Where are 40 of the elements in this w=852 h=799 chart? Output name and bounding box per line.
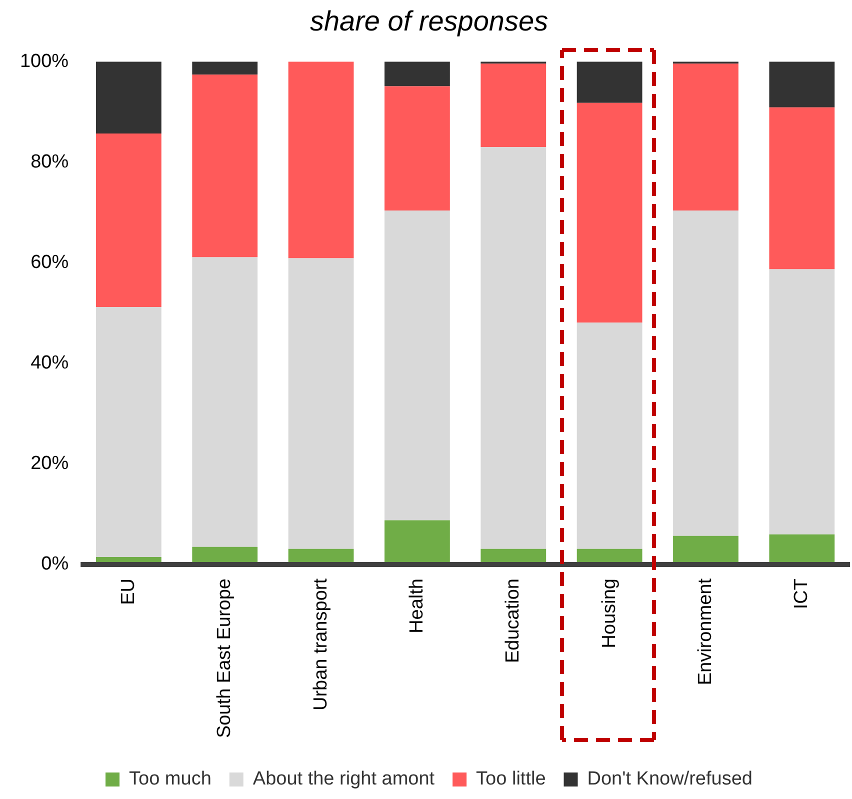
x-tick-label: EU: [118, 578, 139, 605]
bar: [288, 62, 354, 258]
x-tick-label: ICT: [791, 578, 812, 610]
bar: [384, 86, 450, 210]
y-tick-label: 100%: [20, 50, 69, 72]
bar: [576, 322, 642, 549]
bar: [96, 62, 162, 134]
legend-label: Don't Know/refused: [587, 768, 752, 790]
x-tick-label: Housing: [598, 578, 620, 648]
x-tick-label: Environment: [694, 578, 716, 686]
bar: [288, 258, 354, 549]
y-tick-label: 60%: [30, 252, 69, 273]
bar: [480, 64, 546, 148]
y-tick-label: 80%: [30, 151, 69, 172]
x-tick-label: Education: [502, 578, 524, 664]
bar: [96, 134, 162, 308]
bar: [673, 210, 738, 536]
legend-label: Too little: [476, 768, 546, 790]
bar: [192, 257, 258, 547]
y-tick-label: 0%: [41, 554, 69, 575]
y-tick-label: 40%: [30, 352, 69, 374]
bar: [96, 307, 162, 557]
bar: [576, 62, 642, 103]
bar: [480, 147, 546, 549]
bar: [769, 107, 835, 270]
bar: [384, 210, 450, 520]
bar: [192, 62, 258, 75]
bar: [576, 102, 642, 323]
x-tick-label: Urban transport: [310, 578, 332, 711]
y-tick-label: 20%: [30, 453, 69, 474]
bar: [384, 62, 450, 86]
bar: [769, 62, 835, 108]
x-tick-label: South East Europe: [214, 578, 236, 738]
chart-title: share of responses: [310, 6, 548, 37]
bar: [769, 269, 835, 534]
x-tick-label: Health: [406, 578, 428, 634]
bar: [192, 74, 258, 258]
bar: [673, 64, 738, 210]
legend-label: About the right amont: [252, 768, 436, 790]
legend-label: Too much: [129, 768, 212, 790]
